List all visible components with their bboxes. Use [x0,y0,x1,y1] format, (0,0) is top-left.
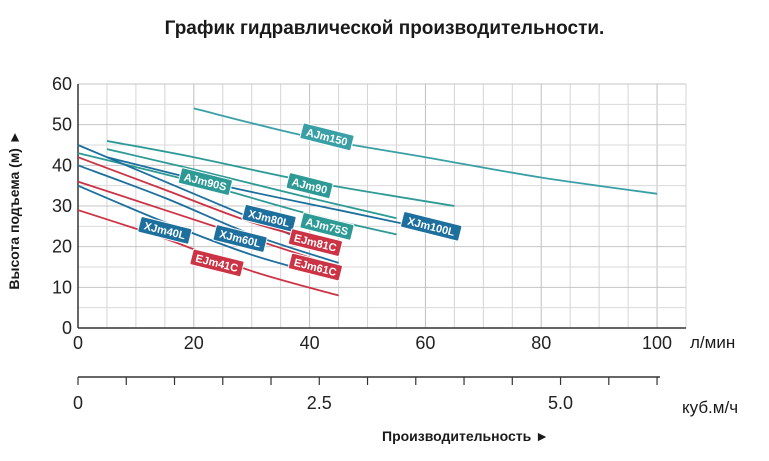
x-tick-label: 80 [531,333,551,353]
y-tick-label: 40 [52,155,72,175]
secondary-tick-label: 0 [73,393,83,413]
secondary-tick-label: 2.5 [307,393,332,413]
x-tick-labels: 0 20 40 60 80 100 [73,333,672,353]
axes [77,84,686,329]
x-tick-label: 40 [300,333,320,353]
curve-xjm60l [77,164,339,264]
curve-label-bg [299,122,355,152]
curve-ajm90s [106,148,397,220]
curve-label-bg [287,228,343,257]
y-tick-label: 20 [52,237,72,257]
x-tick-label: 20 [184,333,204,353]
x-tick-label: 0 [73,333,83,353]
curve-label-bg [241,203,297,233]
x-tick-label: 100 [642,333,672,353]
curve-ajm150 [193,107,658,195]
y-tick-label: 10 [52,277,72,297]
curve-label-bg [285,172,334,200]
secondary-x-axis-unit: куб.м/ч [682,398,739,417]
x-tick-label: 60 [415,333,435,353]
curve-label-bg [177,167,233,196]
secondary-tick-label: 5.0 [548,393,573,413]
y-tick-label: 0 [62,318,72,338]
y-axis-label: Высота подъема (м) ► [6,130,22,290]
curve-label-bg [400,211,463,242]
y-tick-labels: 0 10 20 30 40 50 60 [52,74,72,338]
curve-label-bg [212,224,268,253]
curve-label-bg [299,212,355,241]
curve-label-bg [287,252,343,282]
curve-ajm90 [106,140,455,207]
curve-label-bg [189,248,245,278]
y-tick-label: 50 [52,115,72,135]
curve-label-bg [137,216,193,245]
x-axis-unit: л/мин [690,333,736,352]
chart-title: График гидравлической производительности… [164,18,605,39]
y-tick-label: 30 [52,196,72,216]
y-tick-label: 60 [52,74,72,94]
grid [77,83,687,329]
secondary-x-axis: 0 2.5 5.0 [73,376,660,413]
x-axis-label: Производительность ► [382,428,549,444]
